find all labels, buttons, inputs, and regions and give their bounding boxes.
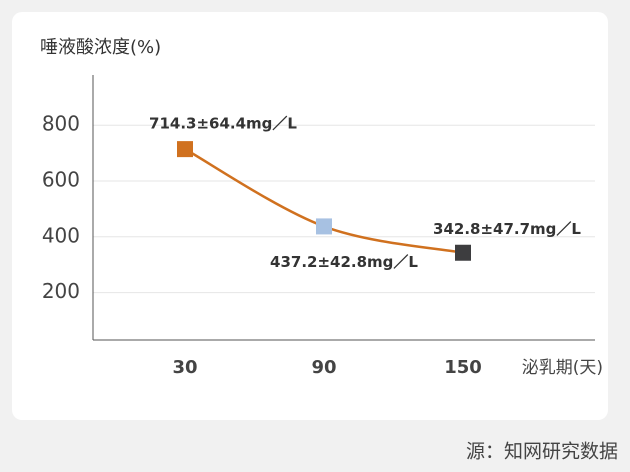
value-label: 437.2±42.8mg／L [270, 253, 418, 271]
x-tick-label: 30 [172, 357, 197, 378]
y-tick-label: 800 [42, 112, 80, 136]
value-label: 714.3±64.4mg／L [149, 115, 297, 133]
y-tick-label: 200 [42, 279, 80, 303]
marker [177, 141, 193, 158]
y-tick-label: 600 [42, 168, 80, 192]
x-tick-label: 150 [444, 357, 482, 378]
x-tick-label: 90 [311, 357, 336, 378]
card [12, 12, 608, 420]
value-label: 342.8±47.7mg／L [433, 220, 581, 238]
source: 源：知网研究数据 [466, 441, 618, 463]
x-axis-label: 泌乳期(天) [522, 358, 603, 378]
y-axis-label: 唾液酸浓度(%) [40, 37, 161, 58]
marker [455, 244, 471, 261]
marker [316, 218, 332, 235]
y-tick-label: 400 [42, 223, 80, 247]
